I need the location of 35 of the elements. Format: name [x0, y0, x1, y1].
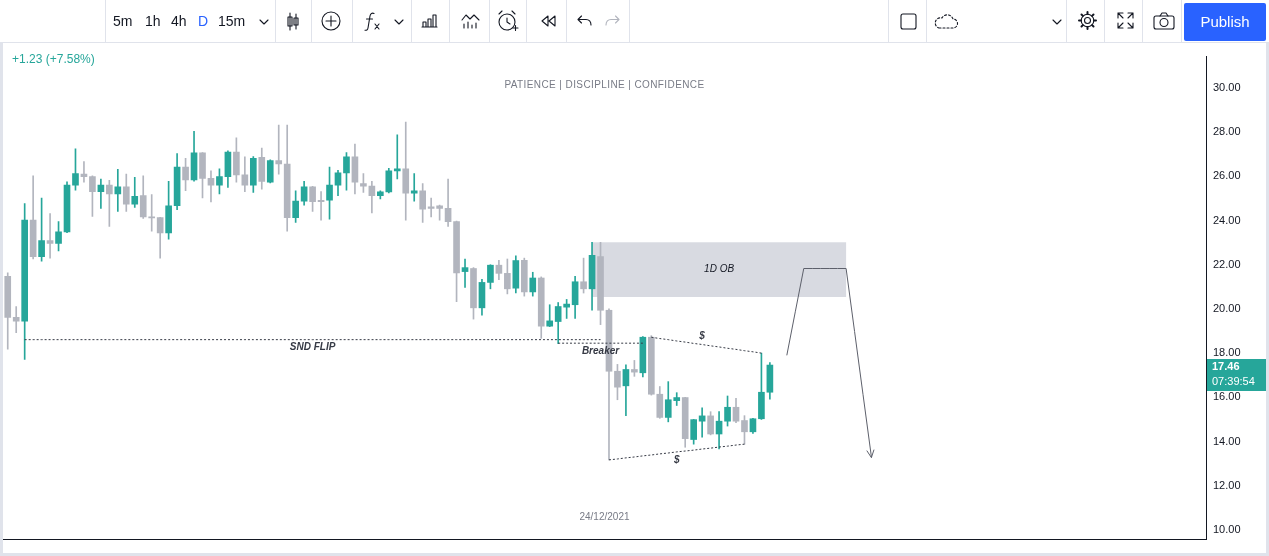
- y-tick-label: 18.00: [1213, 346, 1241, 359]
- candlestick: [461, 258, 469, 288]
- annotation: 24/12/2021: [578, 511, 631, 523]
- y-tick-label: 10.00: [1213, 522, 1241, 535]
- series-label: Breaker: [581, 344, 621, 356]
- y-tick-label: 24.00: [1213, 213, 1241, 226]
- y-tick-label: 28.00: [1213, 125, 1241, 138]
- series-label: SND FLIP: [289, 341, 336, 353]
- y-tick-label: 12.00: [1213, 478, 1241, 491]
- candlestick: [546, 304, 554, 327]
- text: D: [198, 13, 209, 30]
- y-tick-label: 30.00: [1213, 81, 1241, 94]
- band-label: 1D OB: [704, 263, 735, 275]
- text: 4h: [171, 13, 187, 30]
- text: 07:39:54: [1212, 375, 1255, 388]
- text: 5m: [113, 13, 133, 30]
- text: 17.46: [1212, 360, 1240, 373]
- candlestick: [114, 168, 122, 212]
- candlestick: [275, 124, 283, 175]
- y-tick-label: 20.00: [1213, 301, 1241, 314]
- candlestick: [46, 213, 54, 259]
- text: 15m: [218, 13, 246, 30]
- candlestick: [12, 306, 20, 333]
- text: PATIENCE | DISCIPLINE | CONFIDENCE: [503, 79, 706, 91]
- candlestick: [402, 121, 410, 221]
- publish-button: Publish: [1184, 3, 1266, 41]
- y-tick-label: 26.00: [1213, 169, 1241, 182]
- y-tick-label: 22.00: [1213, 257, 1241, 270]
- y-tick-label: 16.00: [1213, 390, 1241, 403]
- annotation: +1.23 (+7.58%): [12, 52, 95, 67]
- series-label: $: [672, 453, 680, 465]
- series-label: $: [698, 330, 706, 342]
- y-tick-label: 14.00: [1213, 434, 1241, 447]
- text: 1h: [145, 13, 161, 30]
- candlestick: [698, 407, 706, 438]
